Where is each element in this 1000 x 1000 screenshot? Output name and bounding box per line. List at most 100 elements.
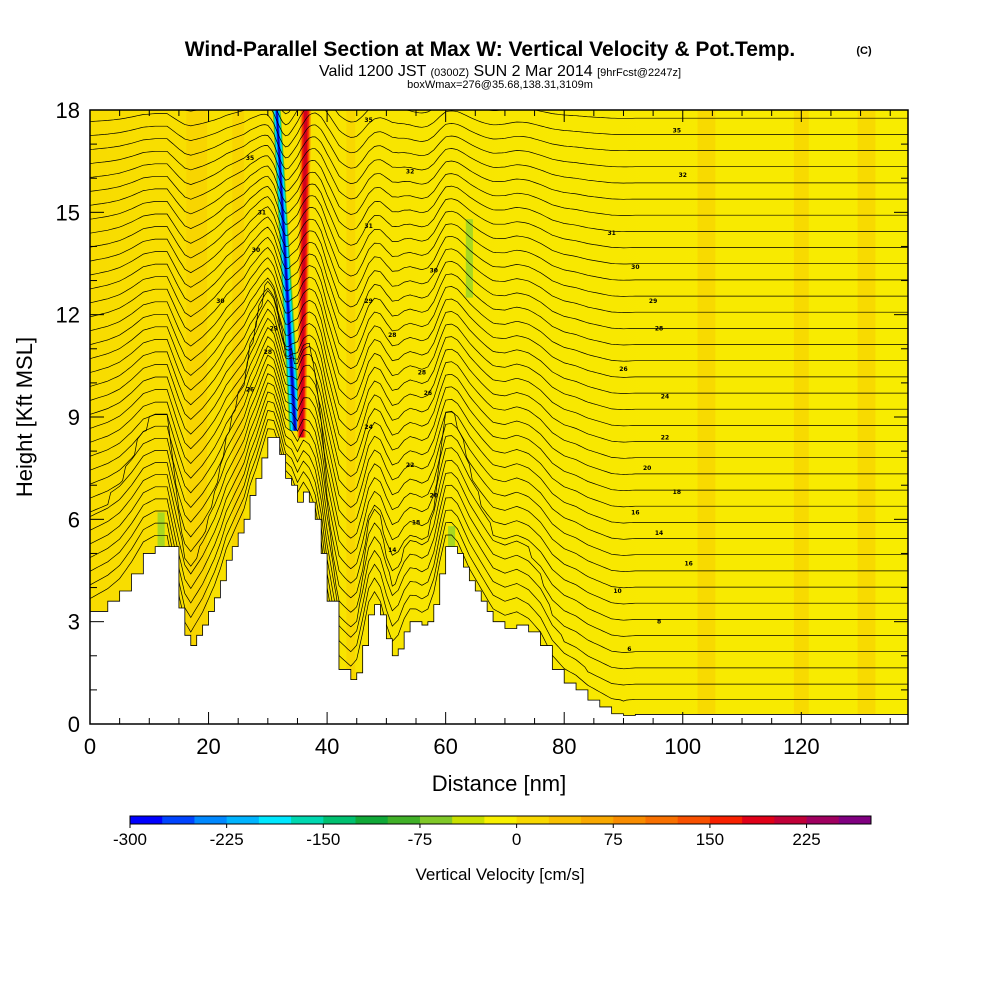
colorbar-swatch xyxy=(516,816,550,824)
isentrope-line xyxy=(90,175,908,249)
isentrope-line xyxy=(90,247,908,362)
x-tick-label: 40 xyxy=(315,734,339,759)
isentrope-line xyxy=(90,409,908,670)
isentrope-line xyxy=(90,280,908,443)
isentrope-label: 32 xyxy=(679,172,687,179)
isentrope-line xyxy=(90,216,908,313)
x-tick-label: 20 xyxy=(196,734,220,759)
y-tick-label: 9 xyxy=(68,405,80,430)
colorbar-swatch xyxy=(581,816,614,824)
colorbar-swatch xyxy=(130,816,163,824)
chart-subtitle-box: boxWmax=276@35.68,138.31,3109m xyxy=(407,79,593,91)
isentrope-label: 28 xyxy=(655,325,663,332)
weak-downdraft-band xyxy=(465,219,473,298)
weak-updraft-band xyxy=(697,110,716,724)
colorbar-tick-label: 225 xyxy=(792,830,820,849)
isentrope-label: 29 xyxy=(364,298,372,305)
downdraft-core xyxy=(276,110,297,431)
isentrope-line xyxy=(90,363,908,589)
terrain xyxy=(90,437,908,724)
isentrope-line xyxy=(90,326,908,524)
colorbar-tick-label: -225 xyxy=(210,830,244,849)
isentrope-label: 32 xyxy=(406,168,414,175)
isentrope-label: 18 xyxy=(673,489,681,496)
isentrope-label: 28 xyxy=(264,349,272,356)
isentrope-label: 20 xyxy=(643,465,651,472)
isentrope-line xyxy=(90,145,908,200)
isentrope-label: 6 xyxy=(627,646,631,653)
isentrope-label: 30 xyxy=(252,247,260,254)
isentrope-line xyxy=(90,354,908,572)
isentrope-label: 30 xyxy=(430,267,438,274)
isentrope-line xyxy=(90,186,908,265)
colorbar-swatch xyxy=(323,816,357,824)
isentrope-label: 16 xyxy=(631,510,639,517)
updraft-core xyxy=(300,110,308,438)
weak-updraft-band xyxy=(857,110,876,724)
isentrope-label: 35 xyxy=(246,155,254,162)
weak-downdraft-band xyxy=(157,512,165,557)
y-tick-label: 0 xyxy=(68,712,80,737)
isentrope-label: 31 xyxy=(364,223,372,230)
isentrope-labels: 35 35 35 32 32 31 31 31 30 30 30 30 29 29 29 28 28 28 28 26… xyxy=(216,117,693,653)
isentrope-label: 18 xyxy=(412,520,420,527)
subtitle-valid: Valid 1200 JST xyxy=(319,63,427,80)
isentrope-line xyxy=(90,287,908,427)
isentrope-label: 14 xyxy=(388,547,396,554)
x-axis-label: Distance [nm] xyxy=(432,771,567,796)
colorbar-swatch xyxy=(387,816,421,824)
isentrope-line xyxy=(90,155,908,216)
colorbar-swatch xyxy=(645,816,679,824)
colorbar-tick-label: 150 xyxy=(696,830,724,849)
colorbar-swatch xyxy=(548,816,582,824)
x-tick-label: 0 xyxy=(84,734,96,759)
isentrope-line xyxy=(90,124,908,169)
y-tick-label: 3 xyxy=(68,610,80,635)
isentrope-line xyxy=(90,165,908,233)
isentrope-label: 24 xyxy=(661,394,669,401)
colorbar-tick-label: -300 xyxy=(113,830,147,849)
isentrope-line xyxy=(90,400,908,653)
isentrope-label: 30 xyxy=(631,264,639,271)
colorbar-label: Vertical Velocity [cm/s] xyxy=(415,865,584,884)
colorbar: -300 -225 -150 -75 0 75 150 225 xyxy=(113,815,872,849)
isentrope-line xyxy=(90,134,908,184)
chart-title: Wind-Parallel Section at Max W: Vertical… xyxy=(185,38,796,61)
isentrope-label: 30 xyxy=(216,298,224,305)
isentrope-label: 35 xyxy=(673,127,681,134)
colorbar-swatch xyxy=(226,816,260,824)
isentrope-label: 16 xyxy=(685,561,693,568)
isentrope-line xyxy=(90,419,908,686)
axes: 0 20 40 60 80 100 120 0 3 6 9 12 15 18 xyxy=(56,98,908,759)
colorbar-tick-label: -150 xyxy=(306,830,340,849)
isentrope-line xyxy=(90,196,908,281)
isentrope-label: 26 xyxy=(619,366,627,373)
isentrope-line xyxy=(90,267,908,394)
isentrope-line xyxy=(90,290,908,459)
colorbar-swatch xyxy=(484,816,518,824)
y-tick-label: 6 xyxy=(68,507,80,532)
isentrope-line xyxy=(90,299,908,475)
isentrope-label: 26 xyxy=(246,387,254,394)
weak-updraft-band xyxy=(232,110,245,724)
colorbar-swatch xyxy=(452,816,485,824)
isentropes xyxy=(90,110,908,702)
subtitle-date: SUN 2 Mar 2014 xyxy=(473,63,592,80)
isentrope-line xyxy=(90,206,908,297)
isentrope-line xyxy=(90,336,908,540)
subtitle-fcst: [9hrFcst@2247z] xyxy=(597,67,681,79)
isentrope-line xyxy=(90,317,908,508)
isentrope-label: 35 xyxy=(364,117,372,124)
colorbar-swatch xyxy=(291,816,324,824)
isentrope-label: 14 xyxy=(655,530,663,537)
colorbar-swatch xyxy=(355,816,389,824)
chart-subtitle: Valid 1200 JST (0300Z) SUN 2 Mar 2014 [9… xyxy=(319,63,681,80)
isentrope-label: 24 xyxy=(364,424,372,431)
isentrope-line xyxy=(90,112,908,154)
isentrope-line xyxy=(90,428,908,702)
isentrope-label: 20 xyxy=(430,492,438,499)
plot-area: 35 35 35 32 32 31 31 31 30 30 30 30 29 29 29 28 28 28 28 26… xyxy=(90,110,908,724)
isentrope-line xyxy=(90,257,908,378)
colorbar-swatch xyxy=(774,816,808,824)
